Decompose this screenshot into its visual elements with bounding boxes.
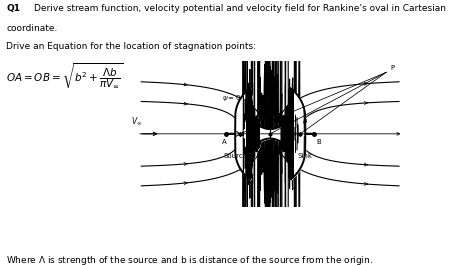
Text: b: b bbox=[285, 144, 290, 150]
Text: $\theta$: $\theta$ bbox=[302, 117, 309, 126]
Text: $OA = OB = \sqrt{b^{2} + \dfrac{\Lambda b}{\pi V_{\infty}}}$: $OA = OB = \sqrt{b^{2} + \dfrac{\Lambda … bbox=[6, 61, 124, 90]
Text: A: A bbox=[222, 139, 227, 145]
Text: Where $\Lambda$ is strength of the source and b is distance of the source from t: Where $\Lambda$ is strength of the sourc… bbox=[6, 254, 373, 265]
Text: Drive an Equation for the location of stagnation points:: Drive an Equation for the location of st… bbox=[6, 42, 259, 51]
Text: $\psi = 0$: $\psi = 0$ bbox=[222, 93, 241, 103]
Text: P: P bbox=[391, 65, 394, 72]
Text: $\theta$: $\theta$ bbox=[273, 117, 280, 126]
Text: $V_\infty$: $V_\infty$ bbox=[131, 116, 143, 127]
Text: Source: Source bbox=[224, 153, 248, 159]
Text: $\theta_1$: $\theta_1$ bbox=[242, 116, 251, 126]
Text: B: B bbox=[316, 139, 321, 145]
Text: Derive stream function, velocity potential and velocity field for Rankine’s oval: Derive stream function, velocity potenti… bbox=[34, 4, 446, 13]
Text: Sink: Sink bbox=[297, 153, 312, 159]
Text: b: b bbox=[253, 144, 257, 150]
Text: coordinate.: coordinate. bbox=[6, 24, 57, 33]
Text: Q1: Q1 bbox=[6, 4, 20, 13]
Text: O: O bbox=[270, 139, 275, 145]
